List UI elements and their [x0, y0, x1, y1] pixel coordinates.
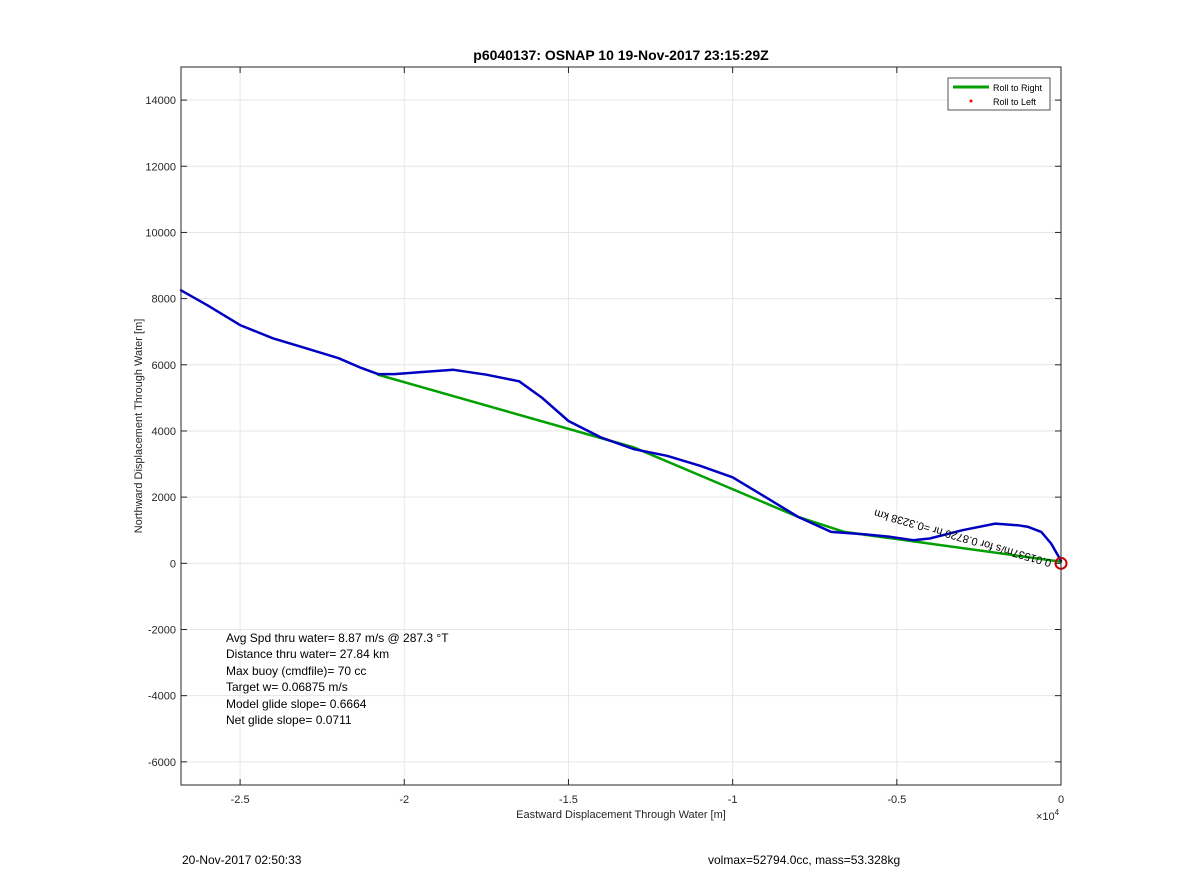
- annotation-distance: Distance thru water= 27.84 km: [226, 647, 389, 661]
- y-tick-label: -2000: [148, 624, 176, 636]
- x-tick-label: -0.5: [887, 794, 906, 806]
- legend: Roll to Right Roll to Left: [947, 77, 1051, 111]
- annotation-max-buoy: Max buoy (cmdfile)= 70 cc: [226, 664, 366, 678]
- y-tick-label: 4000: [152, 426, 176, 438]
- x-tick-label: -2: [399, 794, 409, 806]
- y-tick-label: 8000: [152, 294, 176, 306]
- annotation-avg-speed: Avg Spd thru water= 8.87 m/s @ 287.3 °T: [226, 631, 449, 645]
- x-tick-label: -1.5: [559, 794, 578, 806]
- legend-label-roll-left: Roll to Left: [993, 97, 1037, 107]
- x-exponent-base: ×10: [1036, 811, 1055, 823]
- footer-info: volmax=52794.0cc, mass=53.328kg: [708, 853, 901, 867]
- annotation-model-glide: Model glide slope= 0.6664: [226, 697, 367, 711]
- annotation-net-glide: Net glide slope= 0.0711: [226, 713, 352, 727]
- y-tick-label: 10000: [145, 227, 176, 239]
- legend-swatch-roll-left: [969, 99, 973, 103]
- legend-label-roll-right: Roll to Right: [993, 83, 1043, 93]
- annotation-target-w: Target w= 0.06875 m/s: [226, 680, 348, 694]
- x-tick-label: -2.5: [231, 794, 250, 806]
- x-exponent-power: 4: [1055, 808, 1060, 817]
- y-tick-label: -6000: [148, 757, 176, 769]
- annotations: Avg Spd thru water= 8.87 m/s @ 287.3 °T …: [226, 631, 449, 727]
- series-track: [179, 289, 1063, 562]
- grid: [181, 67, 1062, 785]
- y-tick-label: 2000: [152, 492, 176, 504]
- plot-area: [181, 67, 1061, 785]
- ticks: -2.5 -2 -1.5 -1 -0.5 0 -6000 -4000 -2000 0 2000 400…: [145, 67, 1064, 806]
- x-tick-label: 0: [1058, 794, 1064, 806]
- y-tick-label: 12000: [145, 161, 176, 173]
- y-axis-label: Northward Displacement Through Water [m]: [133, 319, 145, 534]
- y-tick-label: 14000: [145, 95, 176, 107]
- chart-title: p6040137: OSNAP 10 19-Nov-2017 23:15:29Z: [473, 47, 769, 63]
- plot-frame: [180, 66, 1062, 786]
- y-tick-label: -4000: [148, 691, 176, 703]
- y-tick-label: 6000: [152, 360, 176, 372]
- y-tick-label: 0: [170, 558, 176, 570]
- x-exponent-label: ×104: [1036, 808, 1060, 823]
- footer-timestamp: 20-Nov-2017 02:50:33: [182, 853, 302, 867]
- x-tick-label: -1: [728, 794, 738, 806]
- x-axis-label: Eastward Displacement Through Water [m]: [516, 809, 726, 821]
- legend-box: [947, 77, 1051, 111]
